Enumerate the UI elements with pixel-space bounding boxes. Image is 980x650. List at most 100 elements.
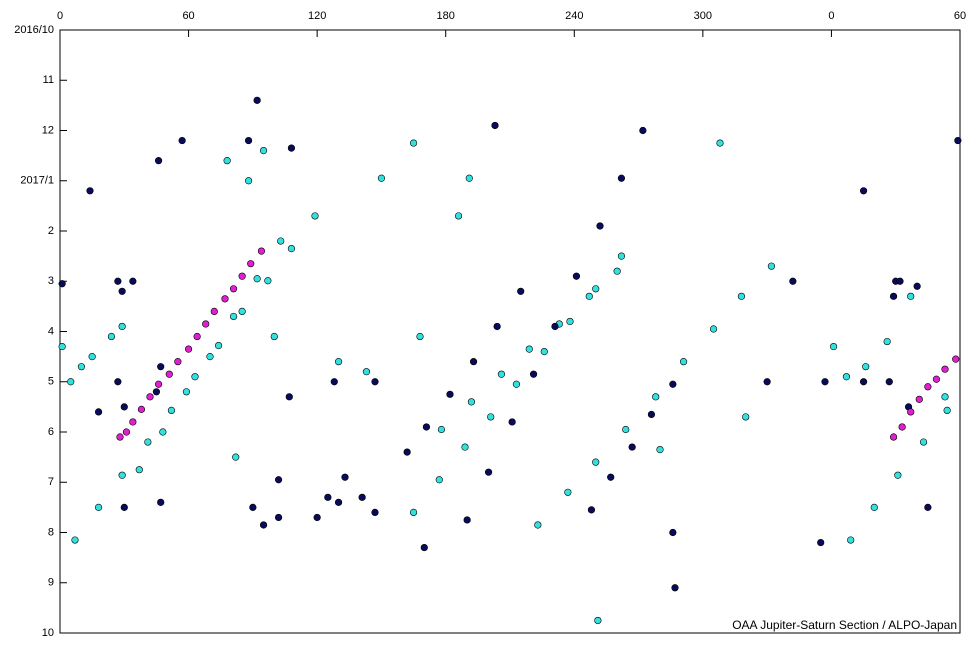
- point: [817, 538, 825, 547]
- point: [484, 468, 493, 476]
- point: [129, 277, 137, 285]
- point: [174, 358, 182, 366]
- point: [924, 383, 932, 391]
- point: [465, 174, 473, 182]
- point: [941, 365, 949, 373]
- point: [656, 445, 664, 454]
- point: [859, 378, 868, 386]
- point: [628, 443, 636, 451]
- y-tick-label: 2017/1: [20, 175, 54, 187]
- point: [249, 503, 257, 511]
- y-tick-label: 9: [48, 577, 54, 589]
- point: [77, 363, 86, 371]
- point: [767, 262, 776, 270]
- point: [622, 425, 630, 434]
- y-tick-label: 12: [42, 124, 54, 136]
- y-tick-label: 2: [48, 225, 54, 237]
- point: [885, 378, 893, 386]
- point: [229, 312, 238, 321]
- point: [154, 157, 163, 165]
- point: [420, 543, 428, 552]
- y-tick-label: 4: [48, 325, 54, 337]
- point: [525, 345, 533, 353]
- point: [709, 325, 718, 333]
- point: [86, 187, 94, 195]
- point: [613, 267, 621, 275]
- point: [94, 408, 103, 416]
- point: [585, 292, 593, 300]
- point: [287, 144, 296, 152]
- point: [137, 405, 146, 413]
- point: [491, 121, 499, 130]
- point: [847, 536, 855, 544]
- point: [446, 390, 454, 398]
- point: [652, 393, 660, 401]
- annotation: OAA Jupiter-Saturn Section / ALPO-Japan: [732, 618, 957, 632]
- point: [223, 157, 231, 165]
- point: [617, 252, 626, 260]
- point: [88, 353, 96, 361]
- point: [829, 342, 838, 351]
- point: [572, 272, 581, 280]
- point: [358, 493, 366, 501]
- point: [737, 292, 746, 300]
- point: [253, 275, 261, 283]
- point: [671, 584, 679, 592]
- point: [191, 373, 199, 381]
- point: [842, 373, 851, 381]
- point: [157, 498, 165, 506]
- point: [202, 320, 210, 328]
- point: [617, 174, 626, 182]
- point: [592, 285, 600, 293]
- point: [165, 370, 173, 378]
- y-tick-label: 6: [48, 426, 54, 438]
- y-tick-label: 3: [48, 275, 54, 287]
- point: [341, 473, 349, 481]
- point: [144, 438, 152, 446]
- point: [592, 458, 600, 466]
- x-tick-label: 300: [694, 10, 712, 22]
- point: [594, 616, 602, 625]
- point: [716, 139, 724, 147]
- point: [907, 292, 915, 300]
- point: [763, 378, 771, 386]
- x-tick-label: 60: [954, 10, 966, 22]
- point: [512, 380, 521, 388]
- point: [742, 413, 750, 421]
- point: [896, 277, 904, 285]
- point: [334, 498, 343, 506]
- point: [118, 322, 126, 331]
- point: [193, 332, 201, 341]
- point: [229, 285, 238, 293]
- point: [564, 488, 572, 496]
- point: [371, 508, 379, 517]
- point: [135, 466, 143, 474]
- point: [94, 503, 103, 511]
- point: [540, 348, 548, 356]
- point: [679, 358, 688, 366]
- point: [362, 368, 371, 376]
- point: [210, 307, 218, 316]
- point: [437, 425, 446, 434]
- point: [107, 332, 116, 341]
- point: [416, 332, 424, 341]
- y-tick-label: 11: [43, 74, 54, 86]
- point: [409, 508, 418, 517]
- point: [913, 282, 921, 290]
- point: [206, 353, 214, 361]
- point: [214, 341, 223, 350]
- point: [534, 521, 542, 529]
- y-tick-label: 5: [48, 376, 54, 388]
- point: [152, 388, 161, 396]
- point: [517, 287, 525, 295]
- point: [244, 177, 253, 185]
- point: [116, 433, 124, 441]
- point: [274, 476, 283, 484]
- point: [529, 370, 538, 378]
- point: [184, 345, 193, 353]
- point: [607, 473, 615, 481]
- x-tick-label: 180: [437, 10, 455, 22]
- point: [259, 147, 268, 155]
- x-tick-label: 60: [182, 10, 194, 22]
- point: [952, 355, 960, 363]
